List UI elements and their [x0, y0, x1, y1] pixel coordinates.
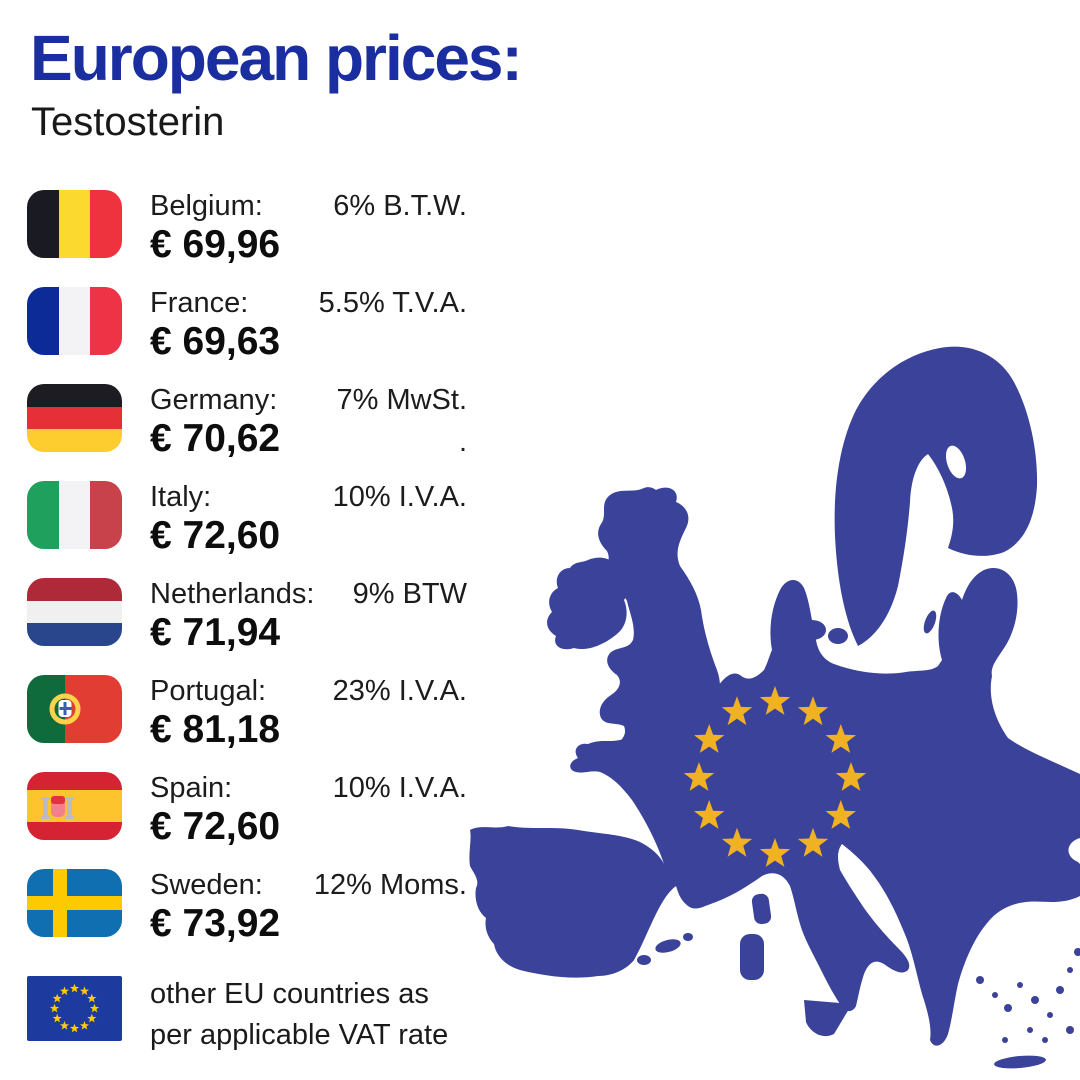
netherlands-flag-icon	[27, 578, 122, 646]
note-line-1: other EU countries as	[150, 978, 429, 1010]
vat-rate: 6% B.T.W.	[333, 190, 467, 222]
price-value: € 72,60	[150, 805, 281, 849]
vat-rate: 23% I.V.A.	[332, 675, 467, 707]
price-row-portugal: Portugal: 23% I.V.A. € 81,18	[27, 675, 467, 751]
price-value: € 72,60	[150, 514, 281, 558]
country-label: Portugal:	[150, 675, 267, 707]
france-flag-icon	[27, 287, 122, 355]
country-label: Italy:	[150, 481, 212, 513]
vat-rate: 5.5% T.V.A.	[318, 287, 467, 319]
price-row-germany: Germany: 7% MwSt. € 70,62 .	[27, 384, 467, 460]
price-value: € 81,18	[150, 708, 281, 752]
vat-rate: 10% I.V.A.	[332, 481, 467, 513]
price-row-sweden: Sweden: 12% Moms. € 73,92	[27, 869, 467, 945]
germany-flag-icon	[27, 384, 122, 452]
page-subtitle: Testosterin	[31, 100, 225, 144]
page-title: European prices:	[30, 22, 523, 94]
spain-flag-icon	[27, 772, 122, 840]
vat-rate: 9% BTW	[352, 578, 467, 610]
price-value: € 69,96	[150, 223, 281, 267]
country-label: Netherlands:	[150, 578, 315, 610]
italy-flag-icon	[27, 481, 122, 549]
price-row-belgium: Belgium: 6% B.T.W. € 69,96	[27, 190, 467, 266]
belgium-flag-icon	[27, 190, 122, 258]
other-eu-note-row: other EU countries as per applicable VAT…	[27, 974, 467, 1056]
country-label: Spain:	[150, 772, 233, 804]
price-row-netherlands: Netherlands: 9% BTW € 71,94	[27, 578, 467, 654]
vat-rate: 10% I.V.A.	[332, 772, 467, 804]
price-value: € 73,92	[150, 902, 281, 946]
eu-flag-icon	[27, 976, 122, 1041]
vat-rate: 7% MwSt.	[336, 384, 467, 416]
country-label: France:	[150, 287, 249, 319]
country-label: Sweden:	[150, 869, 263, 901]
price-list: Belgium: 6% B.T.W. € 69,96 France: 5.5% …	[27, 190, 467, 1056]
vat-rate-line2: .	[458, 426, 467, 459]
europe-landmass	[469, 346, 1080, 1069]
country-label: Germany:	[150, 384, 278, 416]
price-value: € 70,62	[150, 417, 281, 461]
europe-map	[469, 346, 1080, 1069]
sweden-flag-icon	[27, 869, 122, 937]
price-row-spain: Spain: 10% I.V.A. € 72,60	[27, 772, 467, 848]
note-line-2: per applicable VAT rate	[150, 1019, 449, 1052]
price-value: € 71,94	[150, 611, 281, 655]
country-label: Belgium:	[150, 190, 263, 222]
portugal-flag-icon	[27, 675, 122, 743]
vat-rate: 12% Moms.	[313, 869, 467, 901]
price-row-france: France: 5.5% T.V.A. € 69,63	[27, 287, 467, 363]
price-row-italy: Italy: 10% I.V.A. € 72,60	[27, 481, 467, 557]
price-value: € 69,63	[150, 320, 281, 364]
